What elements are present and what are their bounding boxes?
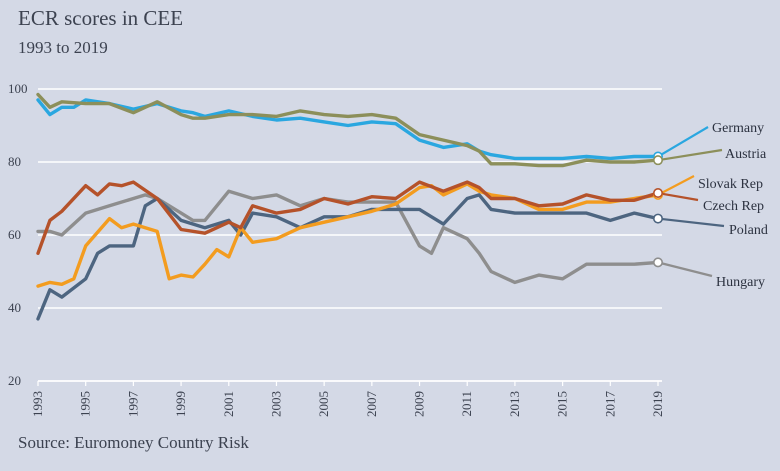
x-tick-label: 2001 <box>221 391 236 417</box>
chart-title: ECR scores in CEE <box>18 6 184 30</box>
end-markers <box>652 151 663 268</box>
x-tick-label: 2013 <box>507 391 522 417</box>
leader-hungary <box>657 261 713 278</box>
x-tick-label: 2011 <box>459 391 474 417</box>
chart-subtitle: 1993 to 2019 <box>18 38 108 57</box>
series-lines <box>36 92 660 321</box>
end-marker-austria <box>652 155 663 166</box>
grid-lines <box>38 88 662 382</box>
source-note: Source: Euromoney Country Risk <box>18 433 249 452</box>
x-tick-label: 2007 <box>364 391 379 418</box>
leader-austria <box>657 148 723 162</box>
x-tick-label: 2003 <box>268 391 283 417</box>
series-label-poland: Poland <box>729 223 768 238</box>
series-labels: Germany Austria Slovak Rep Czech Rep Poland H… <box>698 121 768 290</box>
x-tick-label: 2015 <box>555 391 570 417</box>
label-leaders <box>657 126 725 278</box>
x-tick-label: 2017 <box>602 391 617 418</box>
series-label-czech-rep: Czech Rep <box>703 199 764 214</box>
series-line-poland <box>36 193 660 321</box>
x-tick-label: 2005 <box>316 391 331 417</box>
x-tick-label: 1999 <box>173 391 188 417</box>
x-tick-label: 1995 <box>78 391 93 417</box>
end-marker-poland <box>652 213 663 224</box>
y-tick-label: 80 <box>8 154 21 169</box>
series-label-germany: Germany <box>712 121 764 136</box>
y-tick-label: 60 <box>8 227 21 242</box>
leader-poland <box>657 217 725 228</box>
series-line-czech-rep <box>36 180 660 255</box>
series-label-hungary: Hungary <box>716 275 765 290</box>
x-tick-label: 1997 <box>125 391 140 418</box>
series-line-germany <box>36 98 660 161</box>
y-tick-label: 40 <box>8 300 21 315</box>
x-tick-label: 1993 <box>30 391 45 417</box>
leader-germany <box>657 126 709 158</box>
x-tick-label: 2019 <box>650 391 665 417</box>
y-tick-label: 100 <box>8 81 28 96</box>
y-axis-ticks: 20 40 60 80 100 <box>8 81 28 388</box>
end-marker-czech-rep <box>652 188 663 199</box>
x-axis-ticks: 1993 1995 1997 1999 2001 2003 2005 2007 2009 2011… <box>30 381 665 417</box>
series-line-austria <box>36 92 660 168</box>
series-label-austria: Austria <box>725 147 767 162</box>
x-tick-label: 2009 <box>412 391 427 417</box>
leader-slovak-rep <box>657 175 695 196</box>
leader-czech-rep <box>657 191 699 202</box>
series-label-slovak-rep: Slovak Rep <box>698 177 763 192</box>
y-tick-label: 20 <box>8 373 21 388</box>
end-marker-hungary <box>652 257 663 268</box>
